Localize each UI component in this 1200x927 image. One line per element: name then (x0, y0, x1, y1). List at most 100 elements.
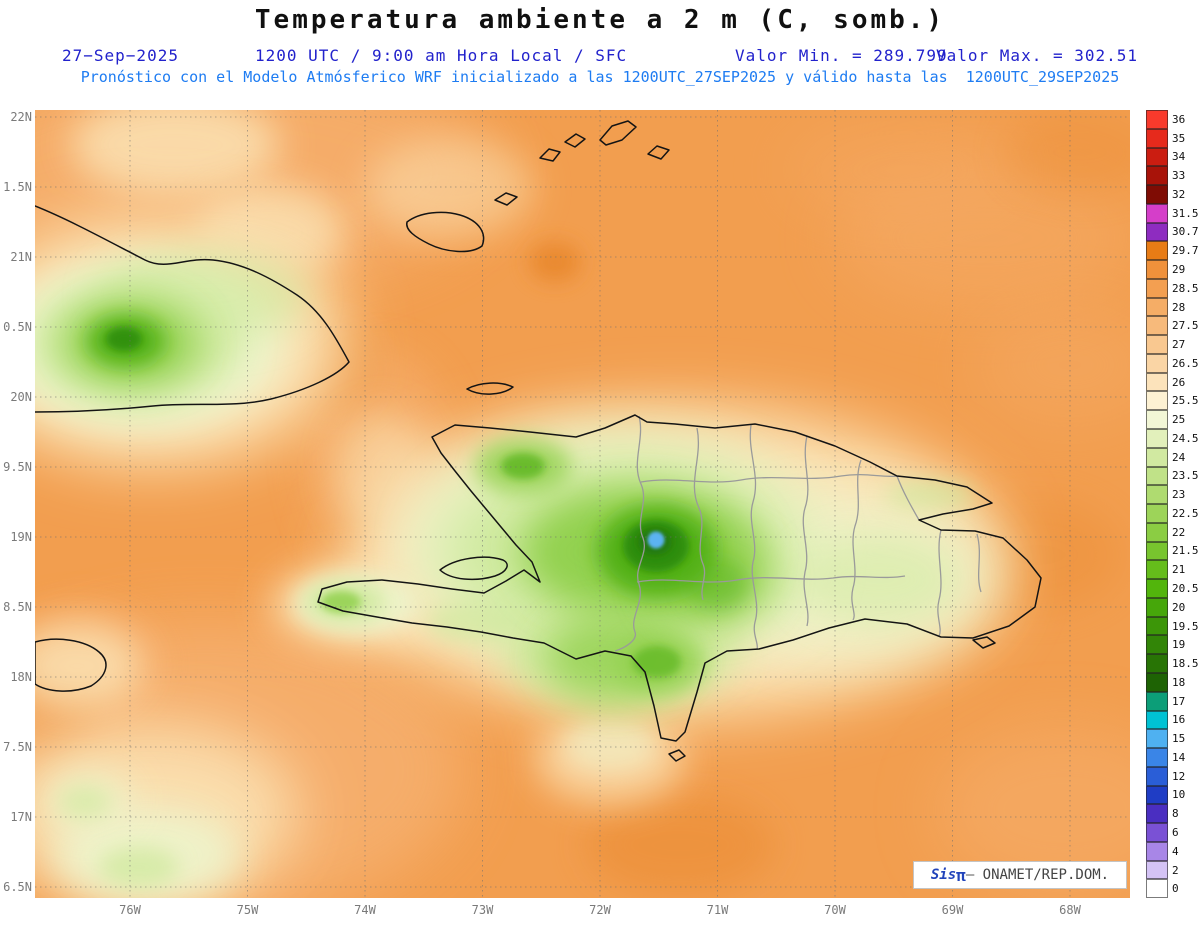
latitude-tick-label: 21N (10, 250, 32, 264)
colorbar-cell: 26.5 (1146, 353, 1200, 373)
colorbar-tick-label: 36 (1172, 112, 1186, 126)
colorbar-swatch (1146, 541, 1168, 561)
colorbar-swatch (1146, 522, 1168, 542)
latitude-tick-label: 8.5N (3, 600, 32, 614)
colorbar-swatch (1146, 616, 1168, 636)
colorbar-tick-label: 24.5 (1172, 431, 1199, 445)
run-date: 27−Sep−2025 (62, 46, 179, 65)
colorbar-cell: 33 (1146, 166, 1200, 186)
colorbar-tick-label: 33 (1172, 169, 1186, 183)
watermark-separator: – (965, 867, 983, 883)
colorbar-swatch (1146, 766, 1168, 786)
latitude-tick-label: 1.5N (3, 180, 32, 194)
colorbar-tick-label: 29 (1172, 263, 1186, 276)
colorbar-cell: 23 (1146, 485, 1200, 505)
colorbar-swatch (1146, 579, 1168, 598)
colorbar-cell: 4 (1146, 841, 1200, 861)
latitude-tick-label: 18N (10, 670, 32, 684)
colorbar-cell: 18.5 (1146, 654, 1200, 673)
colorbar-cell: 2 (1146, 860, 1200, 880)
forecast-description: Pronóstico con el Modelo Atmósferico WRF… (80, 68, 1120, 86)
colorbar-cell: 22.5 (1146, 504, 1200, 523)
longitude-tick-label: 74W (354, 903, 376, 917)
colorbar-tick-label: 20 (1172, 600, 1186, 614)
colorbar-cell: 8 (1146, 804, 1200, 824)
colorbar-tick-label: 19 (1172, 638, 1186, 652)
colorbar-swatch (1146, 353, 1168, 373)
colorbar-cell: 24 (1146, 447, 1200, 467)
colorbar-swatch (1146, 560, 1168, 580)
colorbar-swatch (1146, 166, 1168, 186)
colorbar-tick-label: 23.5 (1172, 469, 1199, 483)
colorbar-swatch (1146, 278, 1168, 298)
longitude-tick-label: 72W (589, 903, 611, 917)
colorbar-swatch (1146, 260, 1168, 279)
longitude-axis: 76W 75W 74W 73W 72W 71W 70W 69W 68W (90, 903, 1110, 919)
colorbar-tick-label: 27 (1172, 338, 1186, 352)
colorbar-swatch (1146, 222, 1168, 242)
colorbar-swatch (1146, 203, 1168, 223)
colorbar-swatch (1146, 860, 1168, 880)
colorbar-cell: 26 (1146, 372, 1200, 392)
colorbar-swatch (1146, 147, 1168, 167)
colorbar-swatch (1146, 447, 1168, 467)
colorbar-tick-label: 4 (1172, 844, 1179, 858)
colorbar-tick-label: 28 (1172, 300, 1186, 314)
latitude-tick-label: 20N (10, 390, 32, 404)
colorbar-swatch (1146, 429, 1168, 448)
colorbar-swatch (1146, 804, 1168, 824)
longitude-tick-label: 68W (1059, 903, 1081, 917)
map-title: Temperatura ambiente a 2 m (C, somb.) (254, 5, 946, 35)
colorbar-cell: 27.5 (1146, 316, 1200, 336)
colorbar-cell: 18 (1146, 672, 1200, 692)
colorbar-cell: 36 (1146, 110, 1200, 129)
colorbar-tick-label: 18 (1172, 675, 1186, 689)
watermark-org: ONAMET/REP.DOM. (982, 867, 1110, 883)
colorbar-cell: 29 (1146, 260, 1200, 279)
colorbar-cell: 34 (1146, 147, 1200, 167)
colorbar-swatch (1146, 691, 1168, 711)
colorbar-cell: 20 (1146, 597, 1200, 617)
colorbar-swatch (1146, 316, 1168, 336)
colorbar-swatch (1146, 185, 1168, 204)
colorbar-swatch (1146, 748, 1168, 767)
colorbar-tick-label: 17 (1172, 694, 1186, 708)
colorbar-cell: 10 (1146, 785, 1200, 805)
header-line-datetime: 27−Sep−2025 1200 UTC / 9:00 am Hora Loca… (0, 46, 1200, 66)
temperature-field (35, 110, 1130, 898)
colorbar-tick-label: 26 (1172, 375, 1186, 389)
longitude-tick-label: 70W (824, 903, 846, 917)
colorbar-cell: 30.7 (1146, 222, 1200, 242)
colorbar-cell: 35 (1146, 128, 1200, 148)
longitude-tick-label: 71W (706, 903, 729, 917)
colorbar-swatch (1146, 110, 1168, 129)
colorbar-tick-label: 16 (1172, 713, 1186, 727)
colorbar-cell: 28 (1146, 297, 1200, 317)
colorbar-swatch (1146, 410, 1168, 430)
colorbar-swatch (1146, 372, 1168, 392)
longitude-tick-label: 73W (471, 903, 494, 917)
colorbar-swatch (1146, 297, 1168, 317)
colorbar-cell: 25.5 (1146, 391, 1200, 411)
colorbar-swatch (1146, 128, 1168, 148)
colorbar-tick-label: 25 (1172, 413, 1186, 427)
colorbar-cell: 31.5 (1146, 203, 1200, 223)
colorbar-cell: 17 (1146, 691, 1200, 711)
colorbar-swatch (1146, 466, 1168, 486)
colorbar-swatch (1146, 391, 1168, 411)
valid-time: 1200 UTC / 9:00 am Hora Local / SFC (255, 46, 628, 65)
colorbar-tick-label: 22.5 (1172, 506, 1199, 520)
colorbar-tick-label: 34 (1172, 150, 1186, 164)
colorbar-swatch (1146, 729, 1168, 749)
colorbar-tick-label: 28.5 (1172, 281, 1199, 295)
latitude-tick-label: 22N (10, 110, 32, 124)
colorbar-cell: 22 (1146, 522, 1200, 542)
watermark-pi-icon: π (956, 865, 966, 885)
admin-borders (614, 415, 982, 652)
colorbar-tick-label: 30.7 (1172, 225, 1199, 239)
longitude-tick-label: 76W (119, 903, 141, 917)
colorbar-tick-label: 26.5 (1172, 356, 1199, 370)
colorbar-swatch (1146, 335, 1168, 354)
value-min-label: Valor Min. = 289.799 (735, 46, 948, 65)
